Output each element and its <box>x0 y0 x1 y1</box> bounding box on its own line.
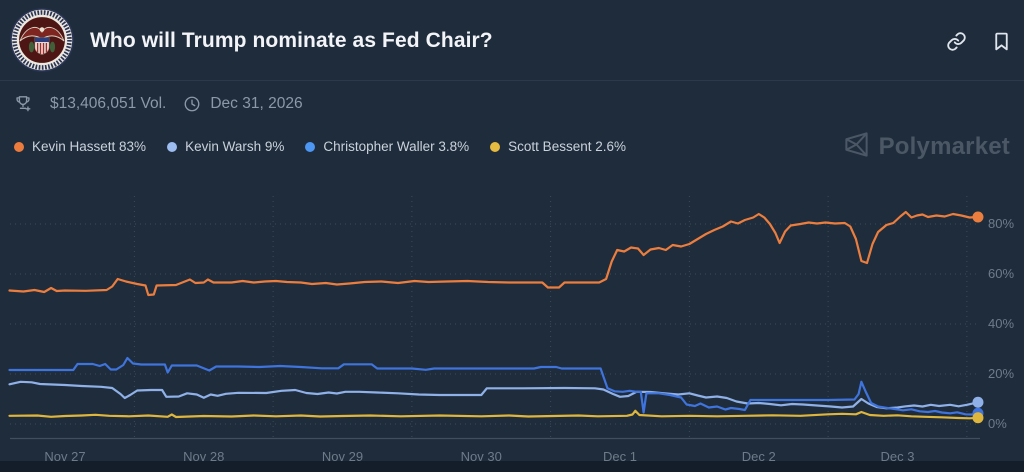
legend-dot-kevin-hassett <box>14 141 24 152</box>
bottom-strip <box>0 461 1024 472</box>
polymarket-logo-icon <box>843 131 870 163</box>
y-tick-60%: 60% <box>988 266 1015 281</box>
y-tick-40%: 40% <box>988 316 1015 331</box>
copy-link-icon[interactable] <box>946 31 967 52</box>
legend-dot-christopher-waller <box>305 141 316 152</box>
legend-item-scott-bessent[interactable]: Scott Bessent 2.6% <box>490 139 626 154</box>
x-tick-nov-29: Nov 29 <box>321 449 364 464</box>
market-title: Who will Trump nominate as Fed Chair? <box>90 29 493 52</box>
polymarket-watermark: Polymarket <box>843 131 1010 163</box>
legend-dot-scott-bessent <box>490 141 501 152</box>
end-date-clock-icon <box>183 95 201 113</box>
volume-trophy-icon <box>14 95 32 113</box>
volume-text: $13,406,051 Vol. <box>50 95 167 112</box>
y-tick-20%: 20% <box>988 366 1015 381</box>
federal-reserve-seal-icon <box>10 8 74 72</box>
x-tick-nov-30: Nov 30 <box>460 449 502 464</box>
legend-dot-kevin-warsh <box>167 141 178 152</box>
series-end-dot-kevin-warsh <box>972 396 984 408</box>
x-tick-dec-3: Dec 3 <box>880 449 915 464</box>
legend-item-christopher-waller[interactable]: Christopher Waller 3.8% <box>305 139 469 154</box>
polymarket-wordmark: Polymarket <box>878 133 1010 160</box>
y-tick-80%: 80% <box>988 216 1015 231</box>
chart-legend: Kevin Hassett 83% Kevin Warsh 9% Christo… <box>14 139 626 154</box>
end-date-text: Dec 31, 2026 <box>210 95 303 112</box>
legend-item-kevin-warsh[interactable]: Kevin Warsh 9% <box>167 139 284 154</box>
series-end-dot-scott-bessent <box>972 412 984 424</box>
x-tick-dec-2: Dec 2 <box>741 449 776 464</box>
series-end-dot-kevin-hassett <box>972 211 984 223</box>
header-divider <box>0 80 1024 81</box>
x-tick-nov-27: Nov 27 <box>44 449 86 464</box>
x-tick-nov-28: Nov 28 <box>183 449 225 464</box>
x-tick-dec-1: Dec 1 <box>603 449 637 464</box>
legend-item-kevin-hassett[interactable]: Kevin Hassett 83% <box>14 139 146 154</box>
y-tick-0%: 0% <box>988 416 1007 431</box>
bookmark-icon[interactable] <box>991 31 1012 52</box>
